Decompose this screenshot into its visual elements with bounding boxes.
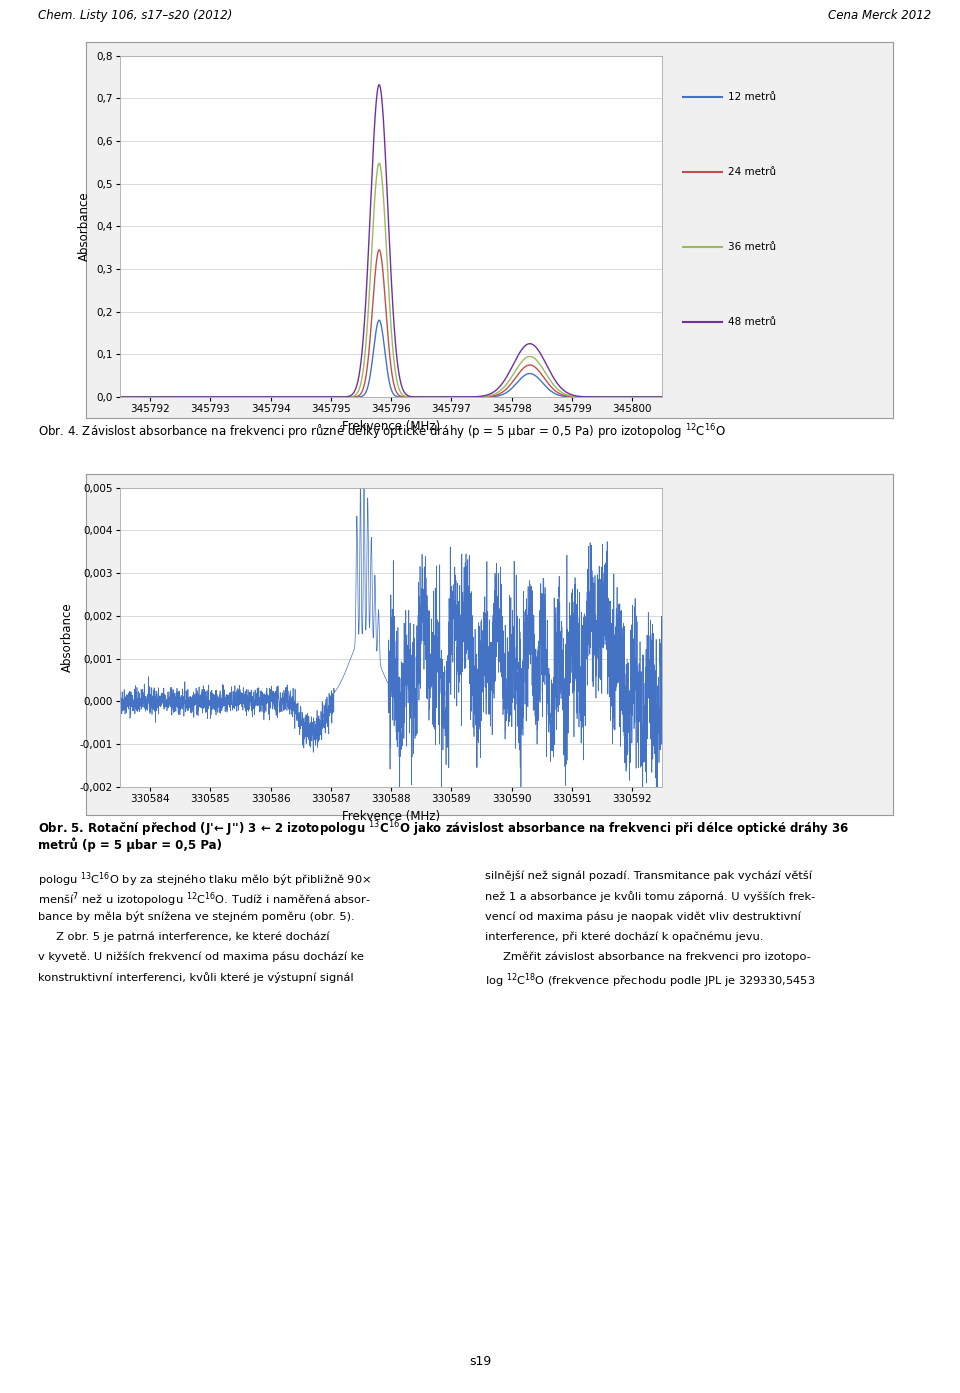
Text: bance by měla být snížena ve stejném poměru (obr. 5).: bance by měla být snížena ve stejném pom… [38, 911, 355, 922]
Text: log $^{12}$C$^{18}$O (frekvence přechodu podle JPL je 329330,5453: log $^{12}$C$^{18}$O (frekvence přechodu… [485, 972, 815, 990]
Text: metrů (p = 5 μbar = 0,5 Pa): metrů (p = 5 μbar = 0,5 Pa) [38, 837, 223, 851]
Text: silnější než signál pozadí. Transmitance pak vychází větší: silnější než signál pozadí. Transmitance… [485, 871, 812, 882]
Text: než 1 a absorbance je kvůli tomu záporná. U vyšších frek-: než 1 a absorbance je kvůli tomu záporná… [485, 892, 815, 901]
Y-axis label: Absorbance: Absorbance [78, 192, 91, 260]
Text: interference, při které dochází k opačnému jevu.: interference, při které dochází k opačné… [485, 931, 763, 942]
Text: pologu $^{13}$C$^{16}$O by za stejného tlaku mělo být přibližně 90×: pologu $^{13}$C$^{16}$O by za stejného t… [38, 871, 372, 889]
X-axis label: Frekvence (MHz): Frekvence (MHz) [342, 419, 441, 432]
Y-axis label: Absorbance: Absorbance [61, 603, 74, 671]
Text: menší$^{7}$ než u izotopologu $^{12}$C$^{16}$O. Tudíž i naměřená absor-: menší$^{7}$ než u izotopologu $^{12}$C$^… [38, 892, 372, 910]
Text: v kyvetě. U nižších frekvencí od maxima pásu dochází ke: v kyvetě. U nižších frekvencí od maxima … [38, 951, 364, 963]
Text: Z obr. 5 je patrná interference, ke které dochází: Z obr. 5 je patrná interference, ke kter… [38, 931, 330, 942]
Text: 48 metrů: 48 metrů [728, 318, 776, 327]
Text: Obr. 5. Rotační přechod (J'← J'') 3 ← 2 izotopologu $^{13}$C$^{16}$O jako závisl: Obr. 5. Rotační přechod (J'← J'') 3 ← 2 … [38, 819, 850, 839]
Text: Cena Merck 2012: Cena Merck 2012 [828, 8, 931, 22]
Text: Chem. Listy 106, s17–s20 (2012): Chem. Listy 106, s17–s20 (2012) [38, 8, 232, 22]
Text: 24 metrů: 24 metrů [728, 167, 776, 177]
Text: 36 metrů: 36 metrů [728, 242, 776, 252]
Text: Změřit závislost absorbance na frekvenci pro izotopo-: Změřit závislost absorbance na frekvenci… [485, 951, 810, 963]
Text: vencí od maxima pásu je naopak vidět vliv destruktivní: vencí od maxima pásu je naopak vidět vli… [485, 911, 801, 922]
Text: konstruktivní interferenci, kvůli které je výstupní signál: konstruktivní interferenci, kvůli které … [38, 972, 354, 982]
Text: 12 metrů: 12 metrů [728, 92, 776, 102]
Text: Obr. 4. Závislost absorbance na frekvenci pro různé délky optické dráhy (p = 5 μ: Obr. 4. Závislost absorbance na frekvenc… [38, 422, 726, 442]
X-axis label: Frekvence (MHz): Frekvence (MHz) [342, 809, 441, 822]
Text: s19: s19 [468, 1355, 492, 1368]
